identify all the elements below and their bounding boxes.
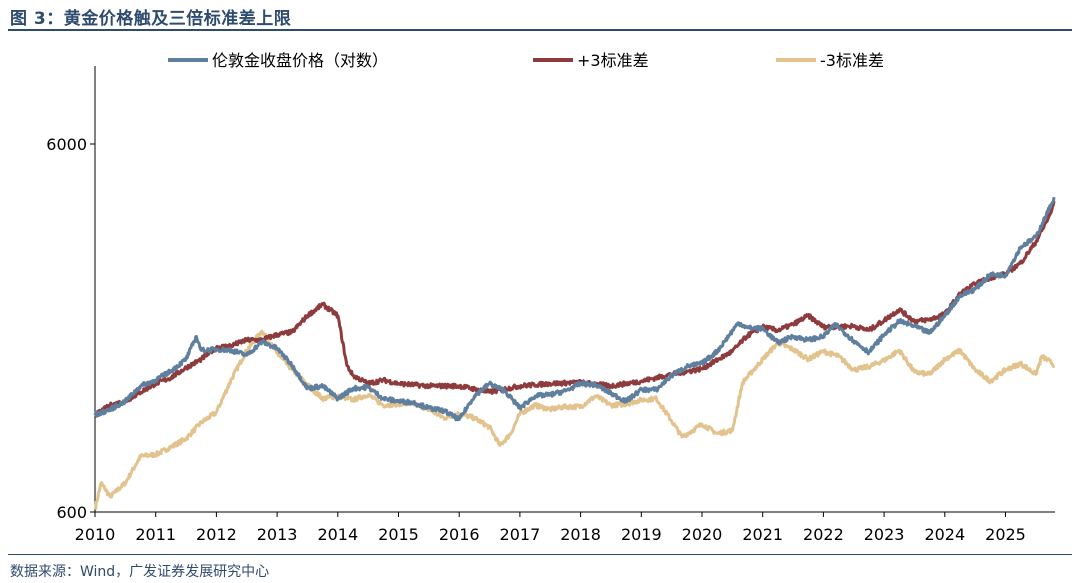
series-line-0 (93, 196, 1056, 422)
legend-label-1: +3标准差 (577, 51, 649, 70)
x-tick-label: 2013 (257, 525, 298, 544)
x-tick-label: 2019 (621, 525, 662, 544)
legend: 伦敦金收盘价格（对数） +3标准差 -3标准差 (168, 51, 884, 70)
series-layer (93, 196, 1056, 511)
x-tick-label: 2011 (135, 525, 176, 544)
x-tick-label: 2012 (196, 525, 237, 544)
x-tick-label: 2016 (439, 525, 480, 544)
x-tick-label: 2020 (682, 525, 723, 544)
x-tick-label: 2025 (985, 525, 1026, 544)
x-tick-label: 2017 (500, 525, 541, 544)
bottom-rule (8, 554, 1072, 555)
x-tick-label: 2022 (803, 525, 844, 544)
series-line-2 (93, 329, 1056, 511)
figure-title: 图 3：黄金价格触及三倍标准差上限 (10, 9, 292, 29)
x-tick-label: 2024 (924, 525, 965, 544)
title-rule (8, 29, 1072, 31)
x-tick-label: 2014 (317, 525, 358, 544)
x-tick-label: 2015 (378, 525, 419, 544)
legend-label-2: -3标准差 (820, 51, 884, 70)
x-tick-label: 2010 (75, 525, 116, 544)
x-tick-label: 2018 (560, 525, 601, 544)
x-tick-label: 2023 (864, 525, 905, 544)
axes: 600 6000 2010 2011 2012 2013 2014 2015 2016 2017 2… (46, 66, 1055, 544)
legend-label-0: 伦敦金收盘价格（对数） (212, 51, 388, 70)
y-tick-label: 600 (56, 503, 87, 522)
series-line-1 (94, 200, 1056, 418)
y-tick-label: 6000 (46, 135, 87, 154)
source-note: 数据来源：Wind，广发证券发展研究中心 (10, 564, 270, 580)
x-tick-label: 2021 (742, 525, 783, 544)
